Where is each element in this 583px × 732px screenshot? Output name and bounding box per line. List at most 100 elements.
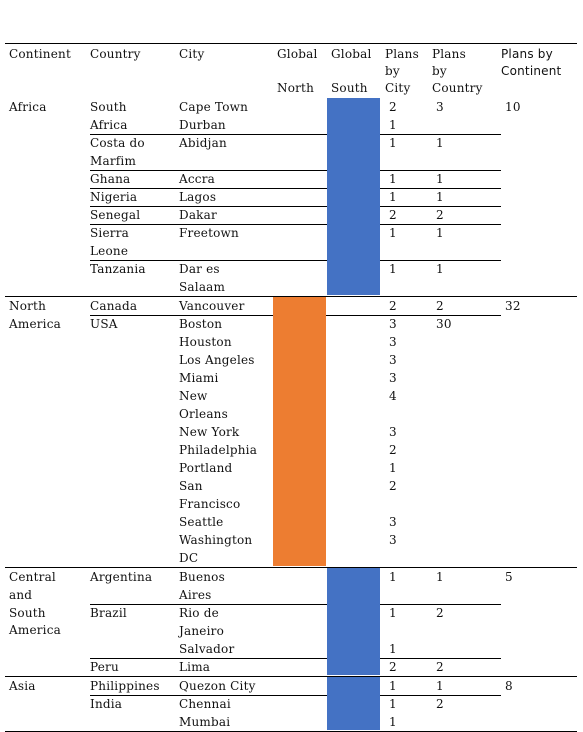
city-plans: 1 [389, 226, 397, 240]
country-plans: 30 [436, 317, 452, 331]
header-country: Country [90, 47, 141, 61]
table-top-rule [5, 43, 577, 44]
country-plans: 1 [436, 570, 444, 584]
city-name: San Francisco [179, 479, 241, 511]
country-name: Philippines [90, 679, 160, 693]
city-plans: 1 [389, 118, 397, 132]
city-name: Salvador [179, 642, 235, 656]
city-name: Dar es Salaam [179, 262, 226, 294]
continent-plans: 32 [505, 299, 521, 313]
country-divider [90, 206, 501, 207]
country-plans: 1 [436, 190, 444, 204]
global-south-marker [327, 568, 380, 675]
city-plans: 1 [389, 697, 397, 711]
continent-name: Central and South America [9, 570, 61, 638]
country-plans: 2 [436, 208, 444, 222]
continent-divider [5, 676, 577, 677]
city-plans: 3 [389, 533, 397, 547]
header-plans-by-city: Plans by City [385, 47, 419, 95]
city-plans: 2 [389, 100, 397, 114]
city-name: New York [179, 425, 240, 439]
city-name: Boston [179, 317, 223, 331]
city-name: Quezon City [179, 679, 256, 693]
city-plans: 1 [389, 136, 397, 150]
continent-name: Africa [9, 100, 47, 114]
country-name: Ghana [90, 172, 131, 186]
country-name: Nigeria [90, 190, 138, 204]
country-divider [90, 604, 501, 605]
city-name: Cape Town [179, 100, 249, 114]
city-plans: 2 [389, 299, 397, 313]
continent-plans: 5 [505, 570, 513, 584]
country-plans: 2 [436, 697, 444, 711]
country-plans: 1 [436, 262, 444, 276]
city-plans: 1 [389, 570, 397, 584]
city-name: Vancouver [179, 299, 245, 313]
country-name: Tanzania [90, 262, 146, 276]
city-plans: 1 [389, 461, 397, 475]
city-name: Freetown [179, 226, 239, 240]
city-plans: 1 [389, 606, 397, 620]
country-name: India [90, 697, 123, 711]
city-name: Houston [179, 335, 232, 349]
country-name: Brazil [90, 606, 127, 620]
city-plans: 3 [389, 335, 397, 349]
header-global-north-2: North [277, 81, 315, 95]
city-plans: 1 [389, 679, 397, 693]
country-name: Senegal [90, 208, 141, 222]
country-divider [90, 134, 501, 135]
country-plans: 2 [436, 660, 444, 674]
country-name: Argentina [90, 570, 153, 584]
city-plans: 3 [389, 515, 397, 529]
header-global-south: Global [331, 47, 372, 61]
country-name: USA [90, 317, 118, 331]
city-name: Dakar [179, 208, 217, 222]
header-plans-by-country: Plans by Country [432, 47, 483, 95]
city-name: New Orleans [179, 389, 228, 421]
continent-name: Asia [9, 679, 36, 693]
city-name: Washington DC [179, 533, 253, 565]
country-divider [90, 224, 501, 225]
city-plans: 3 [389, 371, 397, 385]
country-plans: 1 [436, 172, 444, 186]
city-plans: 1 [389, 262, 397, 276]
city-plans: 2 [389, 479, 397, 493]
city-plans: 3 [389, 425, 397, 439]
city-name: Buenos Aires [179, 570, 225, 602]
header-plans-by-continent: Plans by Continent [501, 47, 562, 78]
city-plans: 3 [389, 317, 397, 331]
city-plans: 4 [389, 389, 397, 403]
global-south-marker [327, 677, 380, 730]
header-global-south-2: South [331, 81, 368, 95]
continent-divider [5, 567, 577, 568]
header-global-north: Global [277, 47, 318, 61]
country-divider [90, 170, 501, 171]
country-plans: 2 [436, 606, 444, 620]
city-name: Accra [179, 172, 215, 186]
city-name: Durban [179, 118, 226, 132]
header-city: City [179, 47, 205, 61]
city-plans: 3 [389, 353, 397, 367]
city-plans: 1 [389, 715, 397, 729]
country-plans: 2 [436, 299, 444, 313]
country-divider [90, 188, 501, 189]
city-name: Mumbai [179, 715, 231, 729]
city-name: Philadelphia [179, 443, 258, 457]
country-divider [90, 260, 501, 261]
continent-plans: 10 [505, 100, 521, 114]
global-south-marker [327, 98, 380, 295]
country-divider [90, 695, 501, 696]
header-continent: Continent [9, 47, 71, 61]
country-plans: 1 [436, 136, 444, 150]
city-plans: 2 [389, 660, 397, 674]
continent-divider [5, 296, 577, 297]
city-name: Abidjan [179, 136, 227, 150]
city-name: Portland [179, 461, 233, 475]
continent-name: North America [9, 299, 61, 331]
country-name: Sierra Leone [90, 226, 129, 258]
city-name: Miami [179, 371, 219, 385]
city-plans: 1 [389, 172, 397, 186]
country-name: Peru [90, 660, 119, 674]
city-plans: 1 [389, 642, 397, 656]
city-name: Rio de Janeiro [179, 606, 224, 638]
